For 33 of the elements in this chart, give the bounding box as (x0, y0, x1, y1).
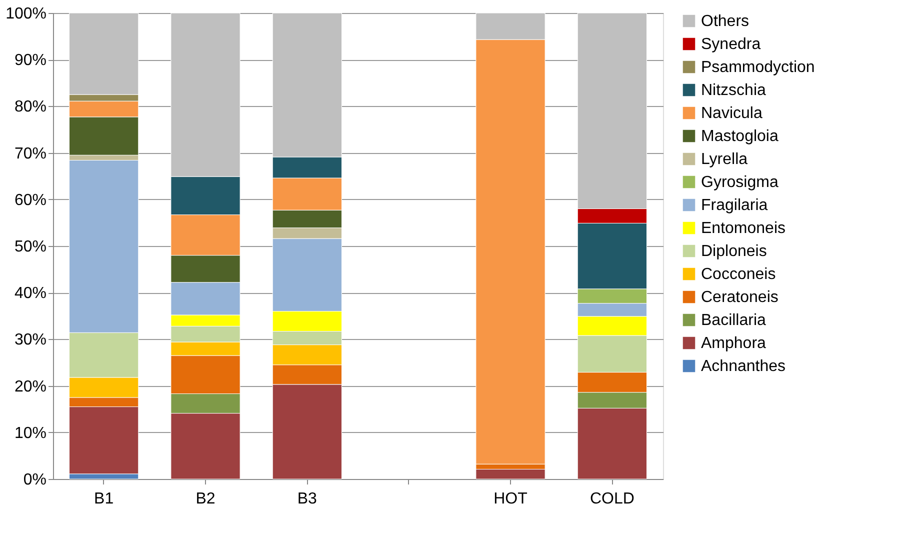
y-tick-label: 100% (6, 6, 46, 22)
legend-label: Navicula (701, 105, 762, 122)
y-tick-label: 60% (14, 192, 46, 209)
legend-label: Others (701, 13, 750, 30)
x-tick-label: B2 (196, 490, 216, 508)
legend-label: Mastogloia (701, 128, 778, 145)
bar (476, 468, 546, 480)
legend-label: Bacillaria (701, 312, 766, 329)
legend-label: Diploneis (701, 243, 767, 260)
y-tick-label: 80% (14, 98, 46, 116)
y-tick-label: 10% (14, 424, 46, 442)
legend-label: Nitzschia (701, 82, 766, 99)
legend-label: Entomoneis (701, 220, 786, 237)
y-tick-label: 0% (23, 472, 46, 488)
legend-label: Gyrosigma (701, 174, 778, 191)
y-tick-label: 70% (14, 145, 46, 162)
y-tick-label: 50% (14, 238, 46, 256)
legend-label: Cocconeis (701, 266, 776, 283)
x-tick-label: B1 (94, 490, 114, 508)
y-tick-label: 90% (14, 52, 46, 70)
y-tick-label: 30% (14, 332, 46, 349)
y-tick-label: 20% (14, 378, 46, 396)
legend-label: Achnanthes (701, 358, 786, 375)
y-tick-label: 40% (14, 285, 46, 302)
legend-label: Lyrella (701, 151, 748, 168)
x-tick-label: COLD (590, 490, 634, 508)
legend-label: Psammodyction (701, 59, 815, 76)
legend-label: Synedra (701, 36, 761, 53)
legend-label: Amphora (701, 335, 766, 352)
x-tick-label: HOT (494, 490, 528, 508)
x-tick-label: B3 (297, 490, 318, 508)
legend-label: Fragilaria (701, 197, 768, 214)
legend-label: Ceratoneis (701, 289, 778, 306)
